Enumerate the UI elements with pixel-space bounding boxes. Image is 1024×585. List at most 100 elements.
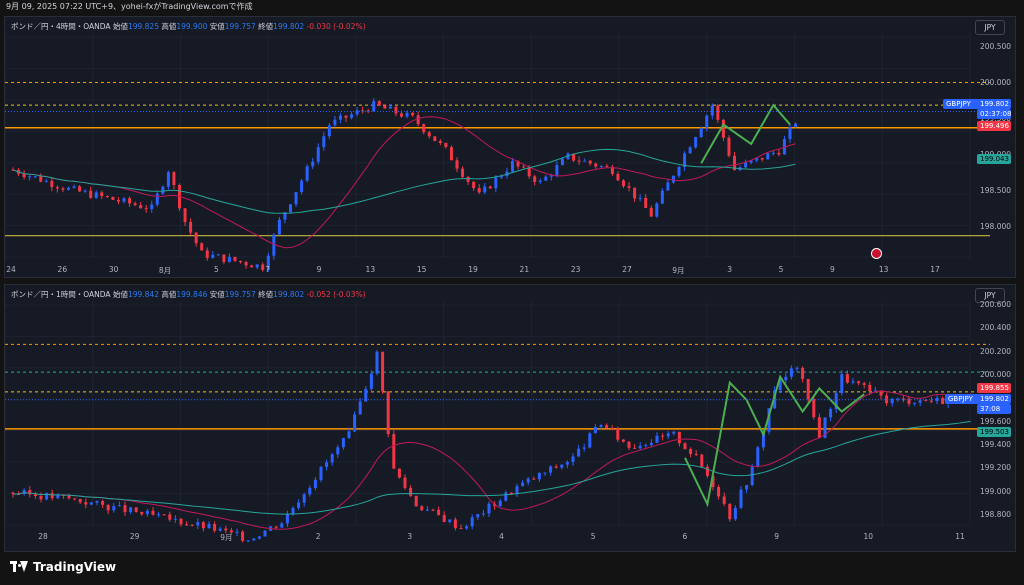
candle-body	[155, 193, 159, 205]
candle-body	[710, 105, 714, 116]
currency-button[interactable]: JPY	[975, 20, 1005, 35]
tradingview-icon	[10, 561, 28, 573]
candle-body	[794, 123, 798, 128]
candle-body	[453, 519, 457, 529]
time-tick: 8月	[158, 266, 172, 275]
candle-body	[133, 203, 137, 206]
candle-body	[67, 187, 70, 190]
candle-body	[319, 466, 323, 480]
candle-body	[521, 482, 525, 487]
candle-body	[322, 136, 326, 148]
time-tick: 9	[829, 265, 835, 274]
candle-body	[532, 478, 536, 480]
candle-body	[633, 187, 637, 199]
candle-body	[537, 472, 541, 480]
currency-button[interactable]: JPY	[975, 288, 1005, 303]
candle-body	[39, 496, 43, 500]
candle-body	[688, 147, 692, 154]
candle-body	[879, 390, 883, 396]
candle-body	[745, 485, 749, 490]
candle-body	[144, 208, 148, 210]
price-tick: 200.500	[980, 42, 1012, 51]
time-tick: 9	[774, 532, 779, 541]
candle-body	[873, 390, 877, 392]
candle-body	[761, 431, 765, 448]
candle-body	[812, 399, 816, 418]
candle-body	[711, 475, 715, 487]
time-tick: 5	[590, 532, 596, 541]
sma-slow-line	[12, 420, 971, 515]
candle-body	[67, 495, 71, 499]
candle-body	[116, 199, 120, 202]
candle-body	[183, 208, 187, 222]
candle-body	[577, 160, 581, 162]
candle-body	[134, 507, 138, 512]
candle-body	[227, 256, 231, 262]
time-tick: 6	[682, 532, 688, 541]
candle-body	[778, 380, 782, 391]
candle-body	[44, 180, 48, 182]
candle-body	[526, 478, 530, 483]
candle-body	[55, 187, 59, 189]
price-tick: 198.000	[980, 222, 1012, 231]
candle-body	[100, 192, 104, 197]
candle-body	[649, 207, 653, 217]
candle-body	[73, 498, 77, 500]
candle-body	[777, 152, 781, 155]
candle-body	[111, 196, 115, 200]
tradingview-logo[interactable]: TradingView	[10, 558, 116, 576]
candle-body	[235, 531, 239, 533]
candle-body	[207, 523, 211, 529]
close-value: 199.802	[273, 290, 305, 299]
chart-pane-1h[interactable]: ポンド／円・1時間・OANDA 始値199.842 高値199.846 安値19…	[4, 284, 1016, 552]
sma-fast-line	[12, 116, 796, 249]
low-value: 199.757	[224, 22, 256, 31]
candle-body	[689, 449, 693, 454]
candle-body	[22, 489, 26, 495]
uk-flag-icon[interactable]	[871, 248, 882, 259]
candle-body	[358, 401, 362, 415]
candle-body	[806, 378, 810, 400]
time-tick: 24	[6, 265, 16, 274]
time-tick: 11	[955, 532, 965, 541]
candle-body	[610, 427, 614, 429]
candle-body	[544, 176, 548, 181]
candle-body	[466, 176, 470, 182]
chart-1h-canvas[interactable]	[5, 285, 1015, 551]
candle-body	[868, 384, 872, 392]
candle-body	[627, 186, 631, 188]
candle-body	[241, 531, 245, 541]
candle-body	[896, 398, 900, 400]
candle-body	[721, 119, 725, 138]
candle-body	[941, 397, 945, 404]
candle-body	[123, 505, 127, 513]
candle-body	[449, 147, 453, 161]
candle-body	[272, 234, 276, 256]
candle-body	[727, 137, 731, 156]
candle-body	[189, 221, 193, 233]
candle-body	[56, 494, 60, 499]
candle-body	[409, 487, 413, 496]
candle-body	[246, 540, 250, 542]
candle-body	[289, 204, 292, 213]
chart-4h-canvas[interactable]	[5, 17, 1015, 277]
candle-body	[834, 393, 838, 410]
candle-body	[372, 101, 376, 112]
candle-body	[739, 489, 743, 508]
candle-body	[122, 198, 126, 202]
candle-body	[263, 530, 267, 537]
candle-body	[294, 192, 298, 205]
candle-body	[488, 186, 492, 189]
candle-body	[316, 147, 320, 162]
candle-body	[461, 168, 465, 177]
chart-pane-4h[interactable]: ポンド／円・4時間・OANDA 始値199.825 高値199.900 安値19…	[4, 16, 1016, 278]
candle-body	[325, 462, 329, 467]
candle-body	[150, 204, 154, 210]
price-tick: 200.400	[980, 323, 1012, 333]
time-tick: 30	[108, 265, 119, 274]
time-tick: 9月	[220, 533, 233, 542]
candle-body	[622, 180, 625, 187]
brand-name: TradingView	[33, 560, 117, 574]
candle-body	[483, 186, 487, 193]
candle-body	[106, 504, 110, 511]
